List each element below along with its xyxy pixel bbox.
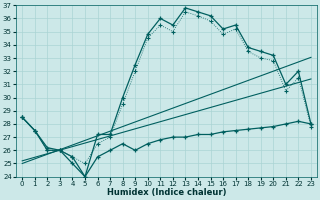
X-axis label: Humidex (Indice chaleur): Humidex (Indice chaleur)	[107, 188, 226, 197]
